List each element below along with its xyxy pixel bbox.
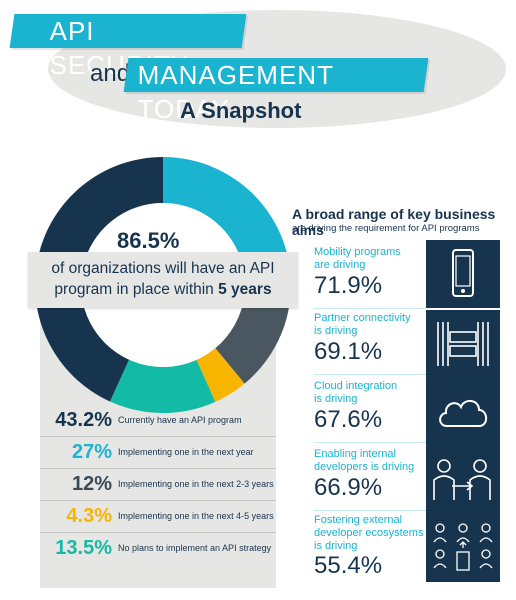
developer-ecosystem-icon <box>426 514 500 582</box>
aim-percent: 67.6% <box>314 406 383 433</box>
aim-label-line: developers is driving <box>314 461 415 473</box>
stat-row: 43.2% Currently have an API program <box>40 404 276 437</box>
aim-label-line: are driving <box>314 259 366 271</box>
cloud-icon <box>426 378 500 446</box>
donut-segment <box>35 157 163 402</box>
stat-label: Implementing one in the next year <box>118 447 254 457</box>
headline-band: of organizations will have an API progra… <box>28 252 298 308</box>
aim-label-line: Fostering external <box>314 514 403 526</box>
stat-label: Implementing one in the next 2-3 years <box>118 479 274 489</box>
stat-label: No plans to implement an API strategy <box>118 543 272 553</box>
title-and: and <box>90 60 131 87</box>
stat-percent: 43.2% <box>55 408 112 431</box>
stat-percent: 27% <box>71 440 112 463</box>
stat-label: Implementing one in the next 4-5 years <box>118 511 274 521</box>
headline-emphasis: 5 years <box>218 281 272 298</box>
headline-percent: 86.5% <box>117 228 180 253</box>
stat-row: 13.5% No plans to implement an API strat… <box>40 532 276 564</box>
stat-label: Currently have an API program <box>118 415 242 425</box>
aim-percent: 55.4% <box>314 552 383 579</box>
aim-divider <box>314 374 426 375</box>
stat-row: 27% Implementing one in the next year <box>40 436 276 469</box>
aim-label: Cloud integration is driving <box>314 380 426 406</box>
title-banner-1: API SECURITY <box>9 14 247 80</box>
partner-gateway-icon <box>426 310 500 378</box>
aim-label-line: Enabling internal <box>314 448 396 460</box>
headline-line-1: of organizations will have an API <box>51 260 275 277</box>
aim-label: Enabling internal developers is driving <box>314 448 426 474</box>
stat-row: 12% Implementing one in the next 2-3 yea… <box>40 468 276 501</box>
aim-label-line: is driving <box>314 540 358 552</box>
donut-segment <box>215 295 290 384</box>
aim-divider <box>314 308 426 309</box>
aim-label-line: developer ecosystems <box>314 527 424 539</box>
stat-percent: 4.3% <box>66 504 112 527</box>
internal-developers-icon <box>426 446 500 514</box>
aim-percent: 69.1% <box>314 338 383 365</box>
aim-label-line: is driving <box>314 393 358 405</box>
title-banner-2: MANAGEMENT TODAY <box>123 58 429 124</box>
donut-segment <box>109 359 216 413</box>
aim-label-line: Cloud integration <box>314 380 398 392</box>
stat-row: 4.3% Implementing one in the next 4-5 ye… <box>40 500 276 533</box>
aim-divider <box>314 442 426 443</box>
aim-percent: 71.9% <box>314 272 383 299</box>
headline-line-2: program in place within <box>54 281 219 298</box>
aim-label: Partner connectivity is driving <box>314 312 426 338</box>
aim-label-line: Partner connectivity <box>314 312 411 324</box>
aims-title: A broad range of key business aims <box>292 206 496 238</box>
aim-label-line: is driving <box>314 325 358 337</box>
aim-label-line: Mobility programs <box>314 246 401 258</box>
subtitle: A Snapshot <box>180 98 302 123</box>
smartphone-icon <box>426 240 500 308</box>
donut-segment <box>196 348 245 402</box>
stat-percent: 12% <box>71 472 112 495</box>
stat-percent: 13.5% <box>55 536 112 559</box>
aim-percent: 66.9% <box>314 474 383 501</box>
aim-label: Fostering external developer ecosystems … <box>314 514 426 553</box>
aim-divider <box>314 510 426 511</box>
aims-subtitle: are driving the requirement for API prog… <box>292 223 480 234</box>
aim-label: Mobility programs are driving <box>314 246 426 272</box>
